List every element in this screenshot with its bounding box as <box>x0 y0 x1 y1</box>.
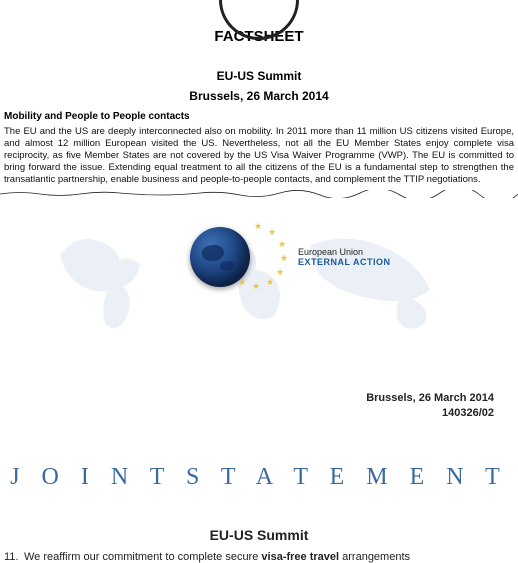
joint-summit-title: EU-US Summit <box>0 527 518 543</box>
eu-star-ring: ★ ★ ★ ★ ★ ★ ★ ★ <box>226 225 290 289</box>
summit-title: EU-US Summit <box>0 69 518 83</box>
section-heading-mobility: Mobility and People to People contacts <box>0 111 518 122</box>
eu-external-action-logo: ★ ★ ★ ★ ★ ★ ★ ★ European Union EXTERNAL … <box>190 227 391 287</box>
item-text-bold: visa-free travel <box>261 551 339 563</box>
statement-item-11: 11. We reaffirm our commitment to comple… <box>0 551 518 563</box>
torn-edge-divider <box>0 190 518 198</box>
eu-label-block: European Union EXTERNAL ACTION <box>298 247 391 269</box>
meta-place-date: Brussels, 26 March 2014 <box>0 391 494 405</box>
summit-date: Brussels, 26 March 2014 <box>0 89 518 103</box>
item-text-pre: We reaffirm our commitment to complete s… <box>24 551 261 563</box>
eu-label-line1: European Union <box>298 247 391 258</box>
item-number: 11. <box>4 551 24 563</box>
document-meta-block: Brussels, 26 March 2014 140326/02 <box>0 391 518 420</box>
item-text: We reaffirm our commitment to complete s… <box>24 551 500 563</box>
meta-reference-number: 140326/02 <box>0 406 494 420</box>
joint-statement-title: J O I N T S T A T E M E N T <box>0 464 518 491</box>
world-map-banner: ★ ★ ★ ★ ★ ★ ★ ★ European Union EXTERNAL … <box>0 207 518 357</box>
item-text-post: arrangements <box>339 551 410 563</box>
factsheet-paragraph: The EU and the US are deeply interconnec… <box>0 126 518 185</box>
eu-label-line2: EXTERNAL ACTION <box>298 257 391 268</box>
